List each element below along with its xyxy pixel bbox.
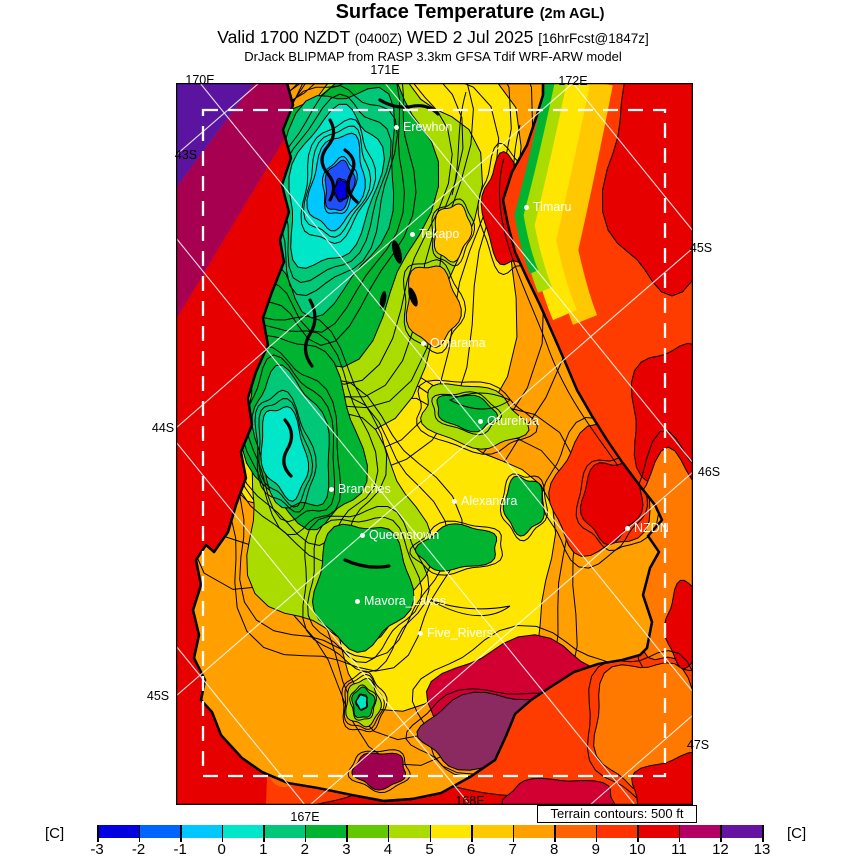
- colorbar-segment: [471, 825, 513, 838]
- colorbar-unit-left: [C]: [45, 825, 65, 842]
- colorbar-tick-label: 13: [753, 841, 771, 858]
- colorbar-tick: [304, 825, 307, 842]
- grid-label-171e: 171E: [370, 63, 400, 77]
- ne-amber-band: [551, 83, 613, 325]
- colorbar-segment: [304, 825, 347, 838]
- colorbar-segment: [429, 825, 472, 838]
- colorbar-tick: [429, 825, 431, 842]
- colorbar-tick: [595, 825, 598, 842]
- map-frame: [175, 82, 694, 806]
- graticule-lines: [176, 83, 693, 805]
- temperature-map-svg: [175, 82, 694, 806]
- ocean-thermal-blobs: [312, 83, 693, 805]
- colorbar-tick-label: 2: [300, 841, 309, 858]
- colorbar-segment: [180, 825, 222, 838]
- grid-label-45s: 45S: [689, 241, 713, 255]
- colorbar-segment: [720, 825, 762, 838]
- valid-prefix: Valid 1700 NZDT: [217, 27, 350, 47]
- colorbar-tick: [720, 825, 722, 842]
- colorbar-tick-label: 8: [550, 841, 559, 858]
- ne-yellow-band: [529, 83, 590, 321]
- colorbar-tick-label: 11: [671, 841, 687, 858]
- grid-label-44s: 44S: [151, 421, 175, 435]
- ne-green-band: [514, 83, 555, 274]
- colorbar-tick: [512, 825, 515, 842]
- grid-label-45s: 45S: [146, 689, 170, 703]
- colorbar-segment: [554, 825, 596, 838]
- colorbar-segment: [346, 825, 388, 838]
- valid-utc: (0400Z): [354, 31, 403, 46]
- grid-label-167e: 167E: [290, 810, 320, 824]
- colorbar-tick-label: -3: [90, 841, 104, 858]
- colorbar-tick: [554, 825, 556, 842]
- colorbar-segment: [387, 825, 430, 838]
- valid-date: WED 2 Jul 2025: [406, 27, 534, 47]
- ne-yellowgreen-band: [519, 83, 567, 293]
- title-main: Surface Temperature: [335, 1, 535, 23]
- colorbar-segment: [595, 825, 638, 838]
- lakes: [379, 240, 418, 309]
- model-domain-box: [201, 108, 667, 778]
- colorbar-segment: [138, 825, 181, 838]
- valid-time-line: Valid 1700 NZDT (0400Z) WED 2 Jul 2025 […: [217, 27, 648, 48]
- colorbar-tick: [180, 825, 182, 842]
- colorbar-tick-label: 10: [628, 841, 646, 858]
- colorbar-segment: [678, 825, 721, 838]
- colorbar-tick: [678, 825, 681, 842]
- colorbar-tick-label: 9: [591, 841, 600, 858]
- title-suffix: (2m AGL): [539, 6, 605, 22]
- colorbar-tick: [221, 825, 224, 842]
- colorbar-tick-label: 0: [217, 841, 226, 858]
- colorbar-segment: [221, 825, 264, 838]
- colorbar-tick-label: 12: [712, 841, 729, 858]
- model-line: DrJack BLIPMAP from RASP 3.3km GFSA Tdif…: [244, 49, 622, 64]
- colorbar-tick-label: 7: [508, 841, 517, 858]
- colorbar-tick: [263, 825, 265, 842]
- colorbar-segment: [97, 825, 139, 838]
- colorbar-tick-label: 1: [259, 841, 268, 858]
- colorbar-tick-label: 6: [466, 841, 476, 858]
- colorbar-tick-label: 3: [342, 841, 351, 858]
- forecast-info: [16hrFcst@1847z]: [538, 31, 649, 46]
- page-title: Surface Temperature (2m AGL): [336, 1, 605, 24]
- colorbar-tick-label: -2: [131, 841, 146, 858]
- coastline-stroke: [191, 83, 664, 803]
- colorbar-segment: [263, 825, 305, 838]
- grid-label-46s: 46S: [697, 465, 721, 479]
- colorbar-tick: [471, 825, 473, 842]
- colorbar-tick: [346, 825, 348, 842]
- colorbar-tick: [637, 825, 639, 842]
- colorbar-tick: [97, 825, 99, 842]
- colorbar-tick-label: 4: [383, 841, 393, 858]
- colorbar-segment: [512, 825, 555, 838]
- map-canvas: [175, 82, 694, 806]
- colorbar-tick-label: 5: [425, 841, 434, 858]
- colorbar-tick: [762, 825, 764, 842]
- colorbar-tick: [138, 825, 141, 842]
- colorbar-tick: [387, 825, 390, 842]
- colorbar-unit-right: [C]: [787, 825, 807, 842]
- colorbar-tick-label: -1: [173, 841, 187, 858]
- nw-maroon-band: [176, 83, 318, 320]
- colorbar: [97, 825, 762, 838]
- terrain-note: Terrain contours: 500 ft: [537, 805, 697, 823]
- colorbar-segment: [637, 825, 679, 838]
